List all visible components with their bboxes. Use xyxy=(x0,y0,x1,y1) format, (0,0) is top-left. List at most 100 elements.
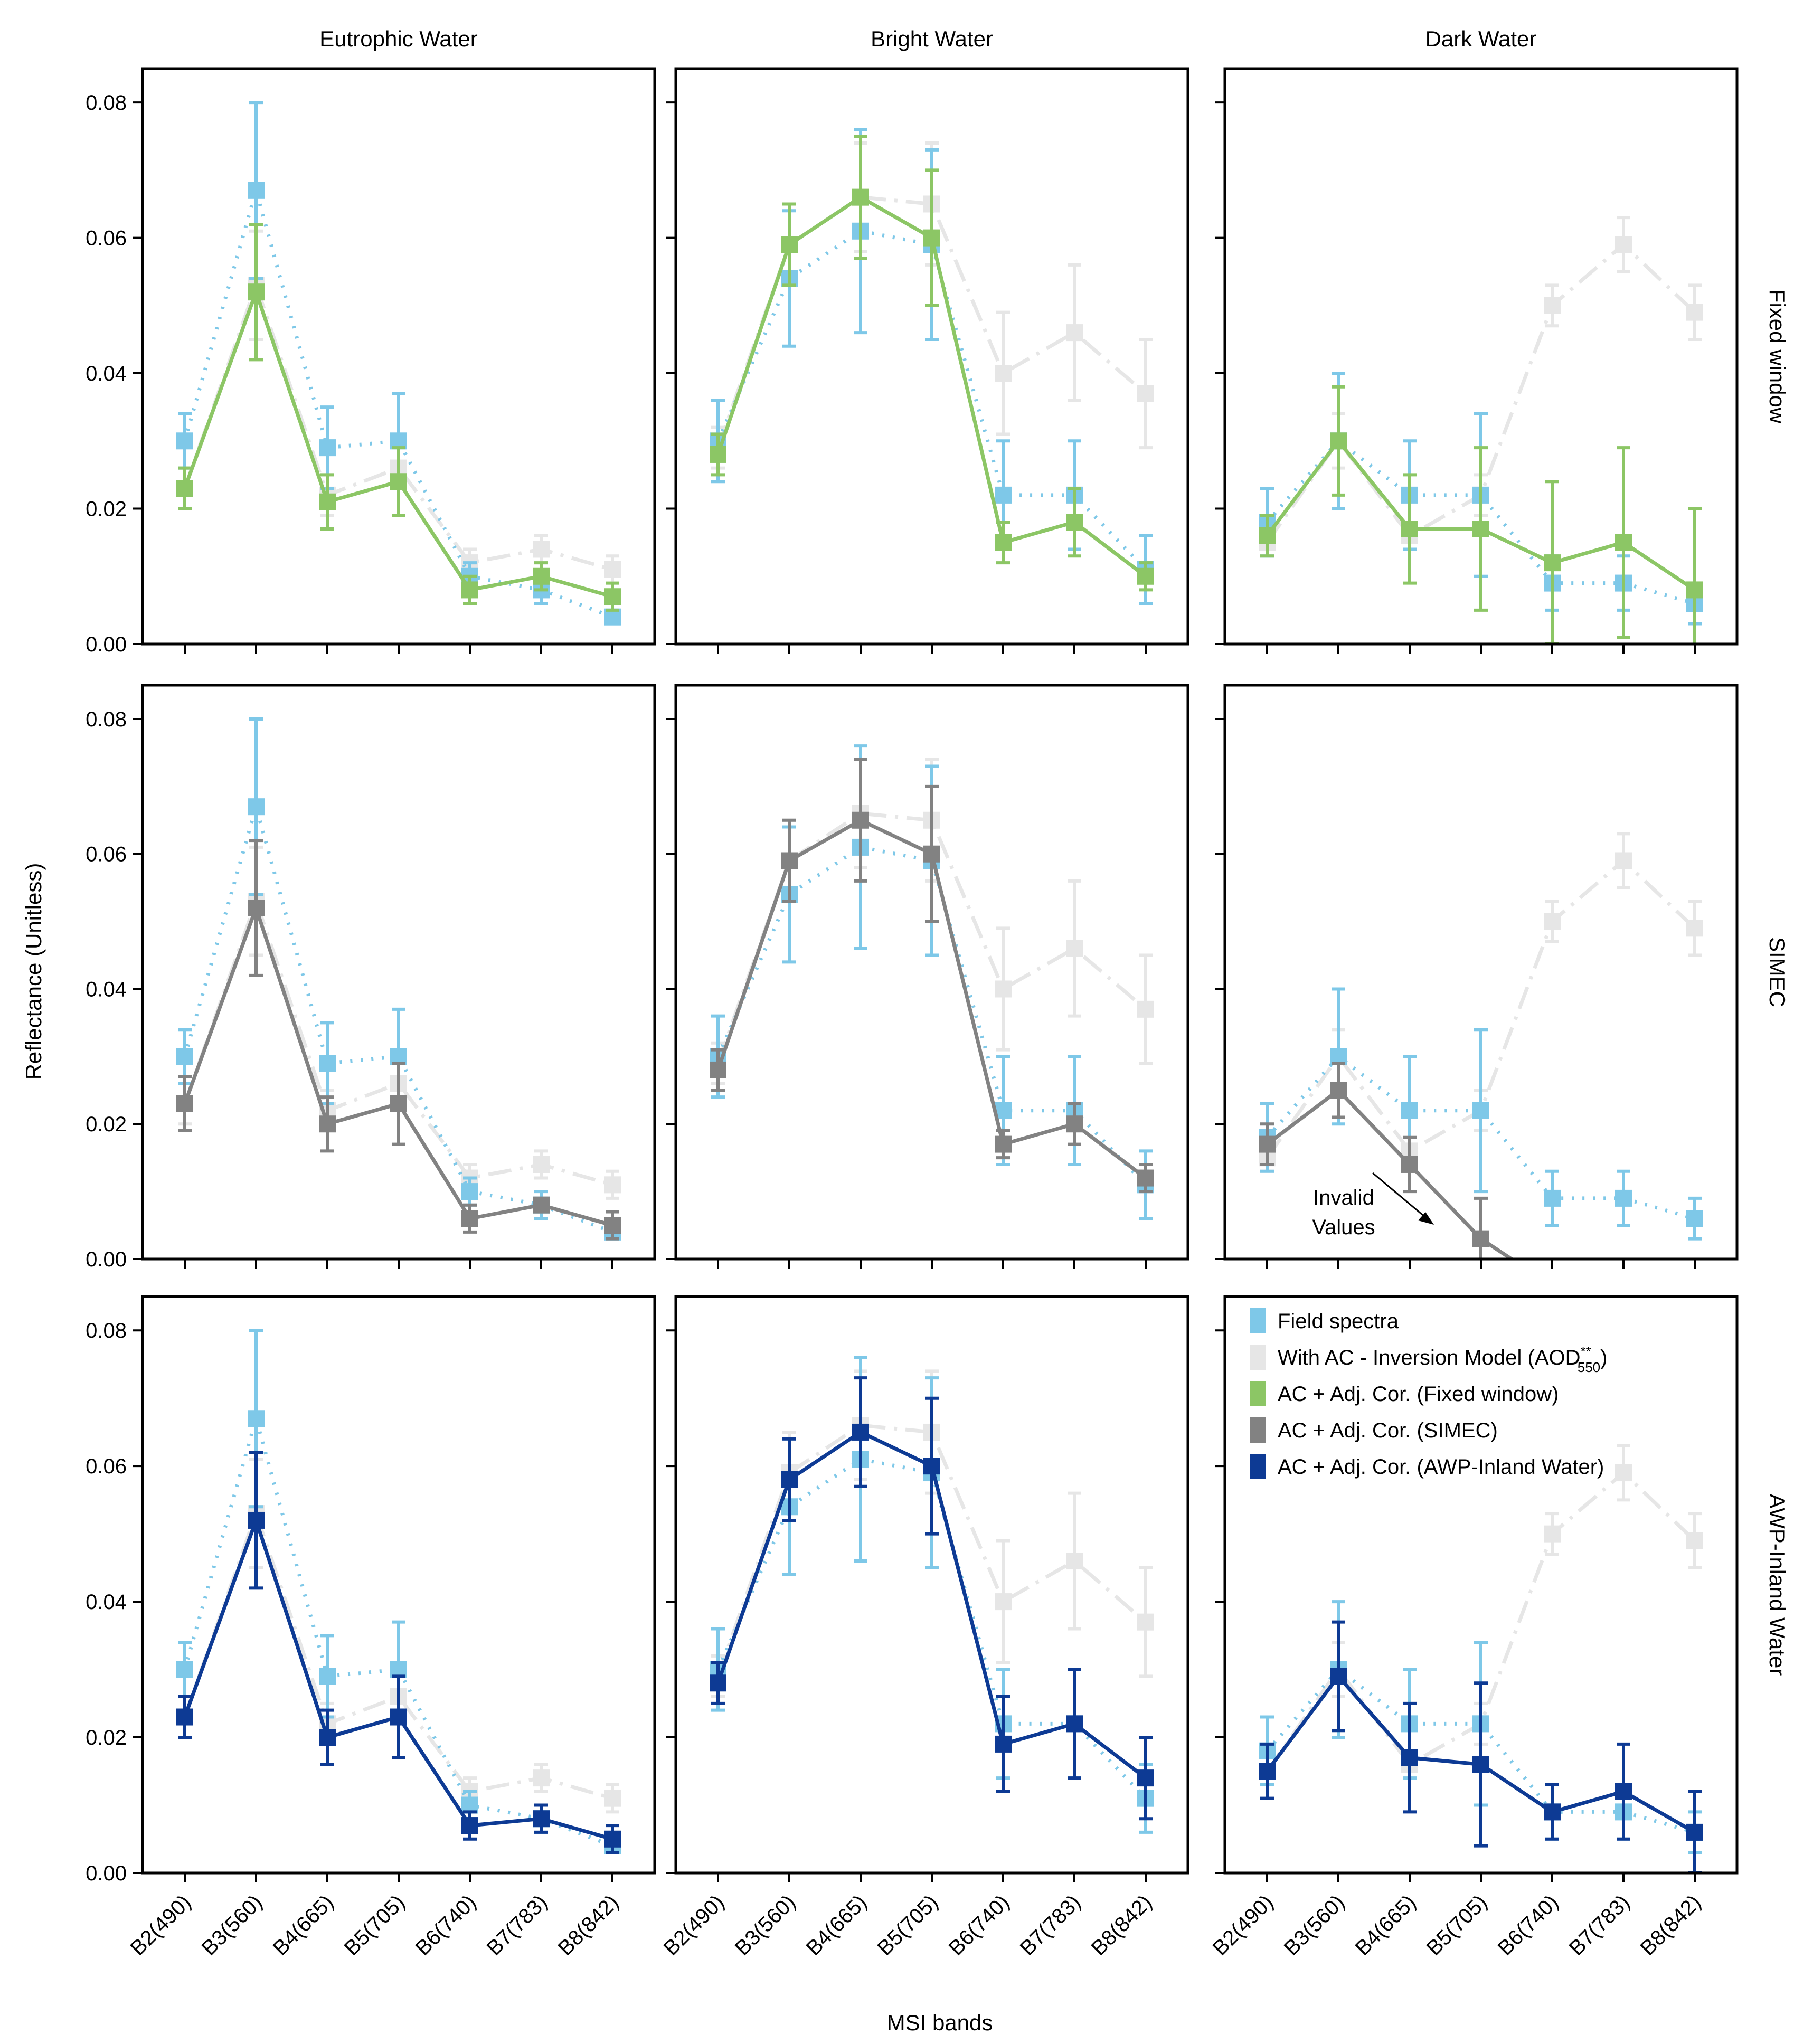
inversion-model-series-marker xyxy=(1066,940,1083,957)
legend-label: AC + Adj. Cor. (SIMEC) xyxy=(1278,1419,1498,1442)
panel-frame xyxy=(141,67,656,646)
inversion-model-series-marker xyxy=(995,980,1012,998)
inversion-model-series-marker xyxy=(533,1156,550,1173)
fixed-method-series-marker xyxy=(319,493,336,510)
field-spectra-series-marker xyxy=(248,1410,265,1427)
inversion-model-series-marker xyxy=(995,365,1012,382)
y-tick-label: 0.04 xyxy=(86,362,127,385)
legend-swatch xyxy=(1250,1417,1266,1443)
inversion-model-series-marker xyxy=(1615,852,1632,869)
field-spectra-series-marker xyxy=(995,486,1012,504)
inversion-model-series-marker xyxy=(1544,913,1561,930)
x-tick-label: B2(490) xyxy=(1208,1890,1278,1960)
legend: Field spectra With AC - Inversion Model (… xyxy=(1250,1308,1607,1479)
awp-method-series-marker xyxy=(781,1471,798,1488)
x-tick-label: B3(560) xyxy=(1280,1890,1349,1960)
x-tick-label: B7(783) xyxy=(1565,1890,1635,1960)
x-tick-label: B6(740) xyxy=(411,1890,481,1960)
y-tick-label: 0.02 xyxy=(86,1113,127,1136)
row-title-simec: SIMEC xyxy=(1765,937,1790,1007)
awp-method-series-marker xyxy=(1330,1668,1347,1685)
simec-method-series-marker xyxy=(533,1196,550,1214)
simec-method-series-marker xyxy=(248,900,265,917)
legend-swatch xyxy=(1250,1454,1266,1479)
field-spectra-series-marker xyxy=(1686,1210,1703,1227)
y-tick-label: 0.06 xyxy=(86,1455,127,1478)
annotation-arrowhead xyxy=(1418,1212,1434,1225)
panel-eutrophic-water-awp-inland-water: 0.00 0.02 0.04 0.06 0.08 B2(490) B3(560) B4(665… xyxy=(86,1295,656,1960)
inversion-model-series-marker xyxy=(533,541,550,558)
field-spectra-series-marker xyxy=(1401,1102,1418,1119)
fixed-method-series-marker xyxy=(390,473,407,490)
legend-label: Field spectra xyxy=(1278,1310,1399,1333)
row-title-awp-inland-water: AWP-Inland Water xyxy=(1765,1494,1790,1676)
field-spectra-series-marker xyxy=(319,1668,336,1685)
row-title-fixed-window: Fixed window xyxy=(1765,289,1790,424)
field-spectra-series-marker xyxy=(319,1055,336,1072)
awp-method-series-marker xyxy=(176,1708,193,1726)
y-tick-label: 0.08 xyxy=(86,1319,127,1342)
fixed-method-series-marker xyxy=(604,588,621,605)
fixed-method-series-marker xyxy=(533,567,550,585)
inversion-model-series-marker xyxy=(1686,1532,1703,1549)
x-tick-label: B3(560) xyxy=(197,1890,267,1960)
annotation-arrow xyxy=(1372,1172,1426,1218)
fixed-method-series-marker xyxy=(176,480,193,497)
fixed-method-series-marker xyxy=(852,188,869,206)
awp-method-series-marker xyxy=(533,1810,550,1828)
y-tick-label: 0.04 xyxy=(86,1591,127,1614)
inversion-model-series-marker xyxy=(1066,1553,1083,1570)
awp-method-series-marker xyxy=(1472,1756,1489,1773)
legend-swatch xyxy=(1250,1308,1266,1333)
field-spectra-series-marker xyxy=(176,432,193,450)
inversion-model-series-marker xyxy=(1686,304,1703,321)
inversion-model-series-marker xyxy=(1544,1525,1561,1543)
field-spectra-series-marker xyxy=(176,1048,193,1065)
field-spectra-series-marker xyxy=(461,1183,478,1200)
y-axis-title: Reflectance (Unitless) xyxy=(21,863,46,1080)
inversion-model-series-marker xyxy=(604,561,621,578)
legend-item-fixed: AC + Adj. Cor. (Fixed window) xyxy=(1250,1381,1559,1406)
panel-frame xyxy=(141,1295,656,1875)
y-tick-label: 0.06 xyxy=(86,843,127,866)
x-tick-label: B3(560) xyxy=(731,1890,800,1960)
simec-method-series-marker xyxy=(852,811,869,829)
field-spectra-series-marker xyxy=(248,798,265,816)
x-tick-label: B4(665) xyxy=(1351,1890,1421,1960)
fixed-method-series-marker xyxy=(1137,567,1154,585)
awp-method-series-marker xyxy=(390,1708,407,1726)
simec-method-series-marker xyxy=(1259,1135,1276,1153)
annotation-text-line2: Values xyxy=(1312,1216,1375,1239)
inversion-model-series-marker xyxy=(604,1176,621,1194)
fixed-method-series-marker xyxy=(461,581,478,599)
simec-method-series-marker xyxy=(1401,1156,1418,1173)
column-title-dark-water: Dark Water xyxy=(1425,26,1537,51)
field-spectra-series-marker xyxy=(1544,1189,1561,1207)
awp-method-series-marker xyxy=(923,1458,940,1475)
awp-method-series-marker xyxy=(1544,1803,1561,1821)
inversion-model-series-marker xyxy=(1544,297,1561,314)
simec-method-series-marker xyxy=(1472,1230,1489,1247)
x-tick-label: B2(490) xyxy=(126,1890,196,1960)
y-tick-label: 0.04 xyxy=(86,978,127,1001)
legend-item-awp: AC + Adj. Cor. (AWP-Inland Water) xyxy=(1250,1454,1604,1479)
awp-method-series-marker xyxy=(710,1674,726,1692)
awp-method-series-marker xyxy=(1259,1763,1276,1780)
inversion-model-series-marker xyxy=(995,1593,1012,1611)
x-tick-label: B2(490) xyxy=(659,1890,729,1960)
x-tick-label: B4(665) xyxy=(802,1890,872,1960)
inversion-model-series-marker xyxy=(1615,236,1632,253)
panel-bright-water-simec xyxy=(666,684,1189,1269)
x-tick-label: B5(705) xyxy=(340,1890,410,1960)
field-spectra-series-marker xyxy=(176,1661,193,1678)
panel-bright-water-awp-inland-water: B2(490) B3(560) B4(665) B5(705) B6(740) B7(78… xyxy=(659,1295,1189,1960)
simec-method-series-marker xyxy=(461,1210,478,1227)
x-tick-label: B5(705) xyxy=(1422,1890,1492,1960)
y-tick-label: 0.08 xyxy=(86,91,127,115)
simec-method-series-marker xyxy=(1066,1115,1083,1133)
field-spectra-series-marker xyxy=(1472,1102,1489,1119)
legend-swatch xyxy=(1250,1381,1266,1406)
awp-method-series-marker xyxy=(1686,1823,1703,1841)
simec-method-series-marker xyxy=(604,1217,621,1234)
